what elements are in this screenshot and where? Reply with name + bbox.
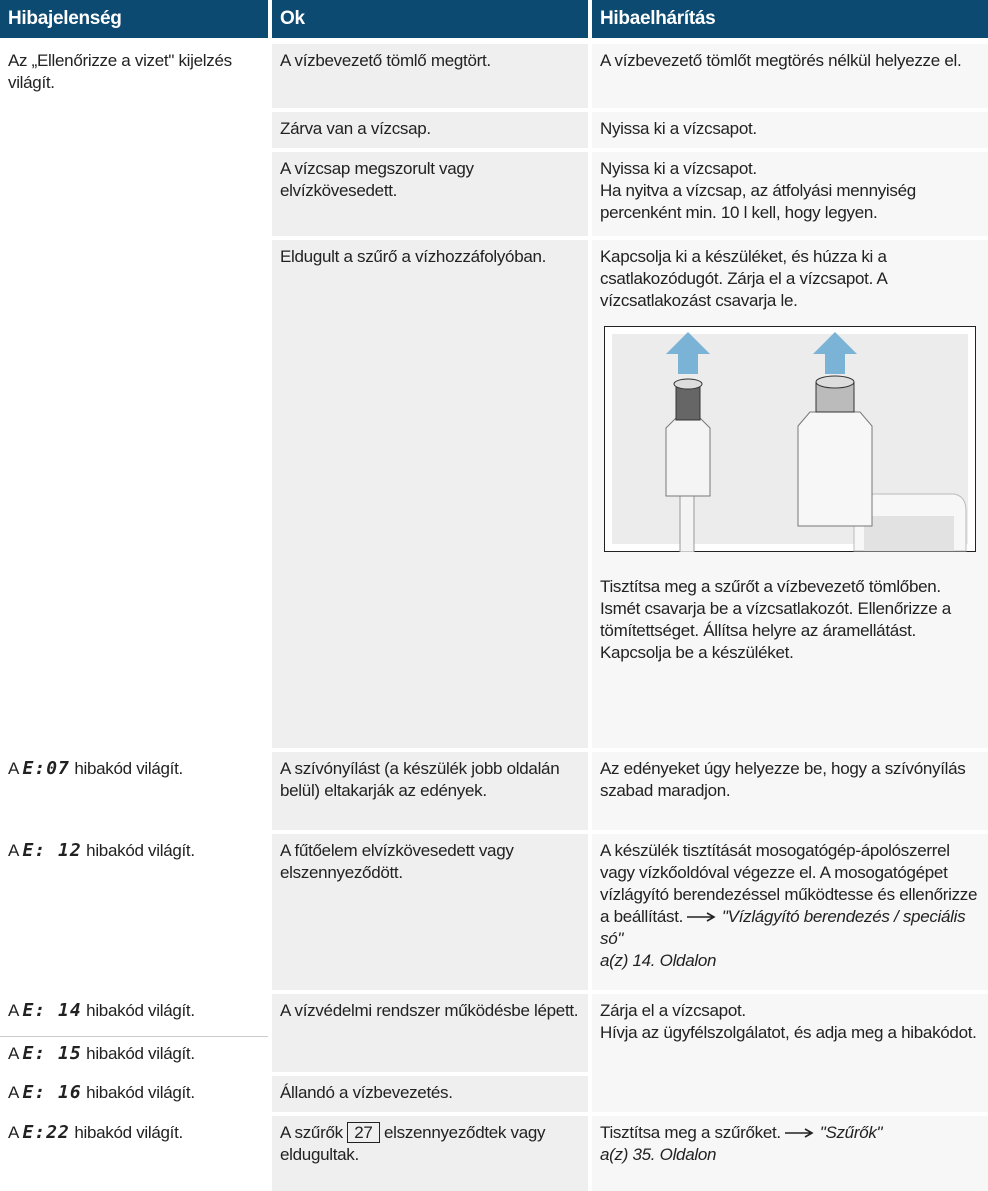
reference: "Vízlágyító berendezés / speciális só" <box>600 907 966 948</box>
text: A <box>8 1001 19 1020</box>
symptom: A E: 12 hibakód világít. <box>0 834 268 990</box>
text: Tisztítsa meg a szűrőt a vízbevezető töm… <box>600 577 951 662</box>
remedy: Nyissa ki a vízcsapot. <box>592 112 988 148</box>
error-code: E: 16 <box>22 1082 82 1103</box>
cause: Zárva van a vízcsap. <box>272 112 588 148</box>
header-cell: Ok <box>272 0 588 38</box>
text: A <box>8 1083 19 1102</box>
arrow-icon <box>785 1128 814 1138</box>
symptom: A E:22 hibakód világít. <box>0 1116 268 1191</box>
text: A szűrők <box>280 1123 343 1142</box>
text: A vízbevezető tömlőt megtörés nélkül hel… <box>600 51 962 70</box>
text: Zárja el a vízcsapot. <box>600 1001 746 1020</box>
page-reference: a(z) 14. Oldalon <box>600 951 717 970</box>
text: Hívja az ügyfélszolgálatot, és adja meg … <box>600 1023 977 1042</box>
text: A készülék tisztítását mosogatógép-ápoló… <box>600 841 978 926</box>
cause: A vízcsap megszorult vagy elvízkövesedet… <box>272 152 588 236</box>
header-cell: Hibajelenség <box>0 0 268 38</box>
text: A <box>8 841 19 860</box>
symptom: A E:07 hibakód világít. <box>0 752 268 830</box>
text: Nyissa ki a vízcsapot. <box>600 119 757 138</box>
text: hibakód világít. <box>74 1123 183 1142</box>
text: Ha nyitva a vízcsap, az átfolyási mennyi… <box>600 181 916 222</box>
cause: A fűtőelem elvízkövesedett vagy elszenny… <box>272 834 588 990</box>
text: Tisztítsa meg a szűrőket. <box>600 1123 781 1142</box>
text: A <box>8 1123 19 1142</box>
text: hibakód világít. <box>86 1001 195 1020</box>
text: hibakód világít. <box>86 1083 195 1102</box>
error-code: E: 12 <box>22 840 82 861</box>
remedy: Tisztítsa meg a szűrőket. "Szűrők" a(z) 3… <box>592 1116 988 1191</box>
text: A <box>8 759 19 778</box>
cause: A vízbevezető tömlő megtört. <box>272 44 588 108</box>
text: Kapcsolja ki a készüléket, és húzza ki a… <box>600 247 887 310</box>
illustration <box>604 326 976 553</box>
error-code: E: 15 <box>22 1043 82 1064</box>
symptom: Az „Ellenőrizze a vizet" kijelzés világí… <box>0 44 268 748</box>
remedy: A készülék tisztítását mosogatógép-ápoló… <box>592 834 988 990</box>
error-code: E: 14 <box>22 1000 82 1021</box>
text: hibakód világít. <box>74 759 183 778</box>
page-reference: a(z) 35. Oldalon <box>600 1145 717 1164</box>
text: hibakód világít. <box>86 1044 195 1063</box>
reference: "Szűrők" <box>819 1123 883 1142</box>
cause: A szívónyílást (a készülék jobb oldalán … <box>272 752 588 830</box>
text: Nyissa ki a vízcsapot. <box>600 159 757 178</box>
cause: A vízvédelmi rendszer működésbe lépett. <box>272 994 588 1072</box>
header-cell: Hibaelhárítás <box>592 0 988 38</box>
cause: Állandó a vízbevezetés. <box>272 1076 588 1112</box>
cause: A szűrők 27 elszennyeződtek vagy eldugul… <box>272 1116 588 1191</box>
remedy: Kapcsolja ki a készüléket, és húzza ki a… <box>592 240 988 748</box>
remedy: Zárja el a vízcsapot. Hívja az ügyfélszol… <box>592 994 988 1112</box>
cause: Eldugult a szűrő a vízhozzáfolyóban. <box>272 240 588 748</box>
symptom: A E: 16 hibakód világít. <box>0 1076 268 1112</box>
remedy: Az edényeket úgy helyezze be, hogy a szí… <box>592 752 988 830</box>
error-code: E:22 <box>22 1122 70 1143</box>
error-code: E:07 <box>22 758 70 779</box>
text: A <box>8 1044 19 1063</box>
text: elszennyeződtek vagy eldugultak. <box>280 1123 546 1164</box>
remedy: Nyissa ki a vízcsapot. Ha nyitva a vízcsa… <box>592 152 988 236</box>
arrow-icon <box>687 912 717 922</box>
symptom: A E: 14 hibakód világít. <box>0 994 268 1034</box>
remedy: A vízbevezető tömlőt megtörés nélkül hel… <box>592 44 988 108</box>
symptom: A E: 15 hibakód világít. <box>0 1036 268 1072</box>
text: hibakód világít. <box>86 841 195 860</box>
item-number: 27 <box>347 1122 380 1143</box>
